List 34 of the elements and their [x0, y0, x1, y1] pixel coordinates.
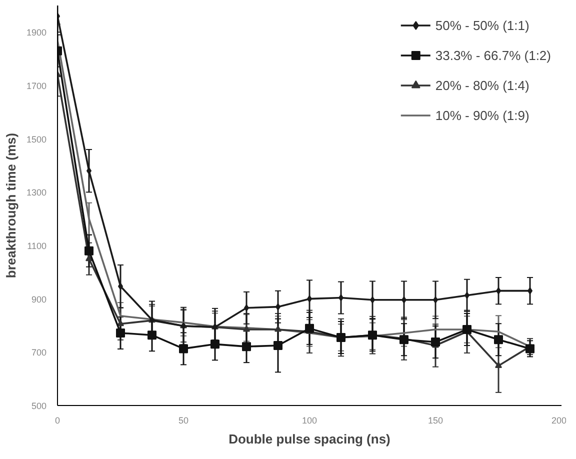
y-tick-label: 900	[31, 294, 47, 304]
y-tick-label: 1900	[26, 28, 47, 38]
x-tick-label: 150	[428, 416, 444, 426]
point	[116, 328, 125, 338]
point	[117, 320, 124, 326]
y-tick-label: 1700	[26, 81, 47, 91]
point	[243, 326, 250, 332]
point	[86, 254, 92, 262]
y-tick-label: 700	[31, 348, 47, 358]
point	[274, 326, 282, 332]
y-tick-label: 1100	[27, 241, 47, 251]
y-tick-label: 500	[31, 401, 47, 411]
point	[400, 335, 408, 344]
legend-label: 20% - 80% (1:4)	[435, 78, 530, 92]
legend-label: 50% - 50% (1:1)	[435, 18, 530, 32]
x-tick-label: 200	[551, 416, 567, 426]
point	[495, 362, 502, 368]
point	[462, 325, 472, 334]
y-axis-title: breakthrough time (ms)	[3, 132, 18, 278]
point	[368, 330, 377, 340]
point	[274, 341, 282, 350]
legend-label: 33.3% - 66.7% (1:2)	[435, 48, 551, 62]
point	[431, 338, 440, 347]
y-tick-label: 1500	[26, 134, 47, 144]
point	[305, 324, 314, 333]
y-tick-label: 1300	[26, 188, 47, 198]
point	[84, 246, 94, 256]
x-axis-title: Double pulse spacing (ns)	[228, 432, 390, 446]
point	[148, 330, 156, 340]
point	[494, 335, 503, 344]
legend-label: 10% - 90% (1:9)	[435, 108, 530, 122]
x-tick-label: 100	[302, 416, 318, 426]
x-tick-label: 0	[54, 416, 60, 426]
x-tick-label: 50	[178, 416, 189, 426]
